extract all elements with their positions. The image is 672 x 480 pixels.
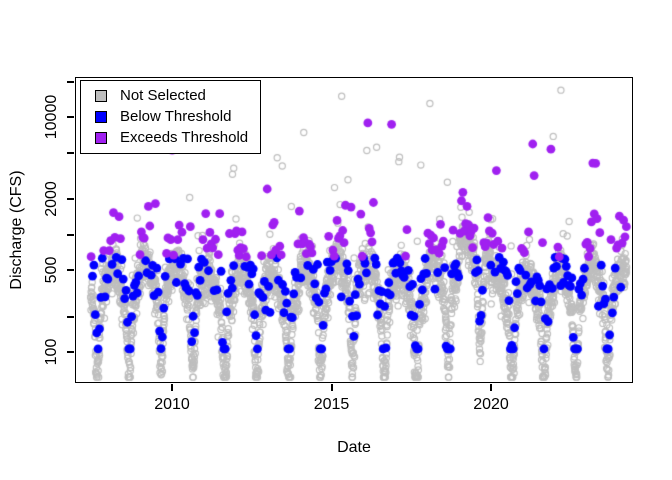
y-tick-label: 500 [43, 256, 60, 284]
legend-swatch-icon [95, 132, 107, 144]
x-axis-tick [490, 384, 493, 391]
y-tick-label: 10000 [43, 95, 60, 140]
y-axis-tick [67, 351, 74, 354]
x-tick-label: 2015 [313, 396, 350, 413]
legend-entry: Below Threshold [95, 108, 260, 126]
legend-entry: Exceeds Threshold [95, 129, 260, 147]
legend-label: Below Threshold [120, 108, 232, 125]
y-tick-label: 2000 [43, 181, 60, 218]
legend-label: Not Selected [120, 87, 206, 104]
x-axis-tick [170, 384, 173, 391]
legend-swatch-icon [95, 111, 107, 123]
y-axis-minor-tick [67, 316, 74, 319]
y-axis-tick [67, 198, 74, 201]
x-axis-title: Date [337, 439, 371, 456]
x-tick-label: 2010 [154, 396, 190, 413]
y-axis-minor-tick [67, 233, 74, 236]
y-axis-minor-tick [67, 80, 74, 83]
x-axis-tick [330, 384, 333, 391]
legend-label: Exceeds Threshold [120, 129, 249, 146]
x-tick-label: 2020 [473, 396, 509, 413]
y-axis-tick [67, 116, 74, 119]
y-axis-minor-tick [67, 151, 74, 154]
legend-entry: Not Selected [95, 87, 260, 105]
legend-box: Not Selected Below Threshold Exceeds Thres… [80, 80, 261, 154]
y-tick-label: 100 [43, 339, 60, 366]
y-axis-tick [67, 269, 74, 272]
y-axis-title: Discharge (CFS) [8, 170, 25, 290]
legend-swatch-icon [95, 90, 107, 102]
